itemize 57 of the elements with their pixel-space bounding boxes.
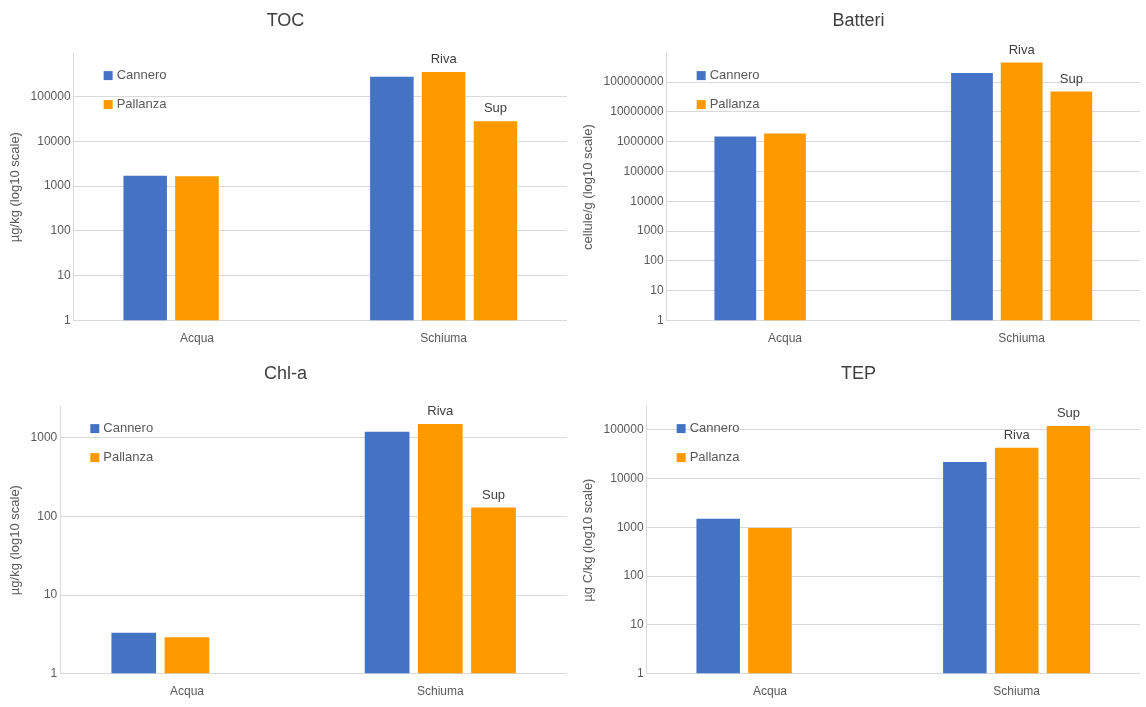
legend-label: Pallanza bbox=[103, 449, 154, 465]
y-tick-label: 1 bbox=[636, 665, 644, 680]
y-tick-label: 100 bbox=[37, 508, 58, 523]
y-axis-title: µg/kg (log10 scale) bbox=[7, 485, 23, 596]
annotation: Riva bbox=[1008, 41, 1036, 57]
series-label: Sup bbox=[1056, 405, 1081, 421]
series-label: Sup bbox=[483, 100, 508, 116]
y-tick-label: 10 bbox=[57, 268, 71, 283]
legend-label: Pallanza bbox=[709, 96, 761, 112]
legend-label: Cannero bbox=[689, 420, 740, 436]
y-tick-label: 1000 bbox=[43, 178, 71, 193]
annotation: Riva bbox=[1003, 426, 1031, 442]
y-axis-title: cellule/g (log10 scale) bbox=[580, 124, 596, 250]
y-tick-label: 100 bbox=[50, 223, 71, 238]
annotation: Riva bbox=[430, 51, 458, 67]
x-tick-label: Schiuma bbox=[998, 331, 1046, 346]
y-tick-label: 1000 bbox=[30, 430, 58, 445]
chart-title: Chl-a bbox=[263, 362, 308, 383]
y-tick-label: 1 bbox=[63, 312, 71, 327]
legend-label: Cannero bbox=[103, 420, 154, 436]
y-tick-label: 1 bbox=[656, 312, 664, 327]
legend-label: Pallanza bbox=[116, 96, 168, 112]
legend-label: Cannero bbox=[116, 67, 167, 83]
y-tick-label: 100000 bbox=[623, 163, 664, 178]
chart-title: TOC bbox=[266, 9, 305, 30]
series-label: Sup bbox=[1059, 70, 1083, 86]
legend-label: Pallanza bbox=[689, 449, 741, 465]
chart-title: TEP bbox=[840, 362, 877, 383]
y-tick-label: 100000 bbox=[603, 422, 644, 437]
y-tick-label: 10000 bbox=[610, 470, 644, 485]
x-tick-label: Acqua bbox=[169, 684, 205, 699]
y-tick-label: 10000 bbox=[37, 133, 71, 148]
y-tick-label: 100000000 bbox=[603, 74, 664, 89]
x-tick-label: Acqua bbox=[767, 331, 803, 346]
y-tick-label: 100 bbox=[643, 253, 664, 268]
y-tick-label: 10 bbox=[43, 587, 58, 602]
y-tick-label: 100000 bbox=[30, 88, 71, 103]
x-tick-label: Schiuma bbox=[993, 684, 1041, 699]
x-tick-label: Acqua bbox=[179, 331, 215, 346]
y-tick-label: 10000 bbox=[630, 193, 664, 208]
annotation: Riva bbox=[427, 403, 455, 419]
y-tick-label: 1 bbox=[50, 665, 58, 680]
y-tick-label: 100 bbox=[623, 568, 644, 583]
x-tick-label: Schiuma bbox=[420, 331, 468, 346]
x-tick-label: Schiuma bbox=[416, 684, 464, 699]
y-tick-label: 1000 bbox=[616, 519, 644, 534]
y-tick-label: 10000000 bbox=[610, 104, 664, 119]
chart-title: Batteri bbox=[832, 9, 885, 30]
y-tick-label: 1000 bbox=[636, 223, 664, 238]
y-tick-label: 1000000 bbox=[616, 134, 664, 148]
legend-label: Cannero bbox=[709, 67, 760, 83]
y-tick-label: 10 bbox=[630, 617, 644, 632]
y-tick-label: 10 bbox=[650, 283, 664, 298]
x-tick-label: Acqua bbox=[752, 684, 788, 699]
series-label: Sup bbox=[481, 486, 506, 502]
y-axis-title: µg C/kg (log10 scale) bbox=[580, 478, 596, 602]
y-axis-title: µg/kg (log10 scale) bbox=[7, 132, 23, 243]
